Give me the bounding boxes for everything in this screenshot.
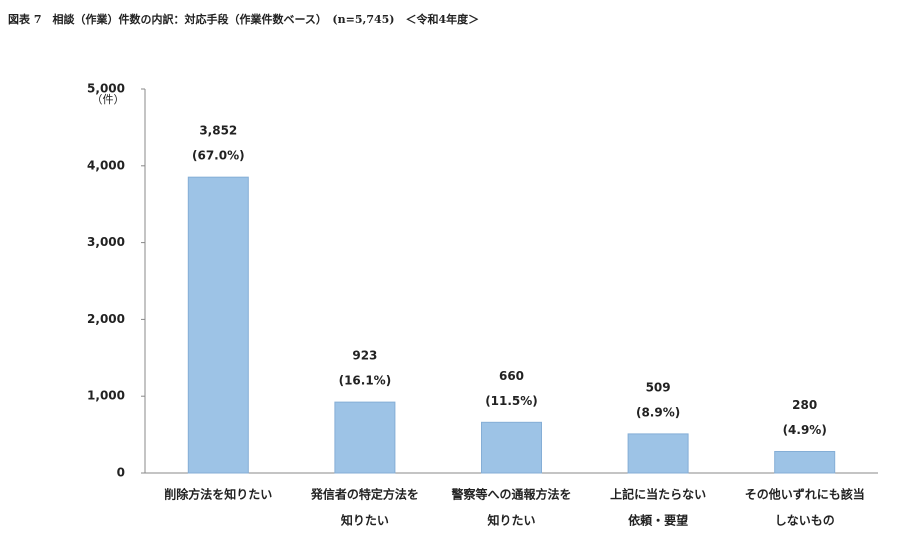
value-label: 3,852 <box>199 124 237 138</box>
x-tick-label: 警察等への通報方法を <box>450 487 571 502</box>
value-label: 280 <box>792 398 817 412</box>
x-tick-label: 上記に当たらない <box>610 487 706 502</box>
bar <box>774 450 836 474</box>
y-unit: （件） <box>92 93 125 106</box>
share-label: (11.5%) <box>485 394 538 408</box>
bar <box>334 401 396 474</box>
chart-title: 図表 7 相談（作業）件数の内訳：対応手段（作業件数ベース） (n=5,745)… <box>8 12 479 26</box>
share-label: (16.1%) <box>339 374 392 388</box>
x-tick-label: 知りたい <box>486 513 535 528</box>
bar <box>187 176 249 474</box>
y-tick-label: 1,000 <box>87 389 125 403</box>
value-label: 509 <box>646 380 671 394</box>
x-tick-label: 発信者の特定方法を <box>310 487 419 502</box>
x-tick-label: 知りたい <box>340 513 389 528</box>
share-label: (4.9%) <box>783 423 827 437</box>
bar <box>627 433 689 474</box>
y-tick-label: 2,000 <box>87 312 125 326</box>
x-tick-label: しないもの <box>775 514 835 528</box>
y-tick-label: 5,000 <box>87 82 125 96</box>
value-label: 660 <box>499 369 524 383</box>
y-tick-label: 0 <box>117 466 125 480</box>
bar <box>481 421 542 474</box>
x-tick-label: その他いずれにも該当 <box>745 487 865 502</box>
x-tick-label: 依頼・要望 <box>628 513 688 528</box>
share-label: (67.0%) <box>192 149 245 163</box>
y-tick-label: 4,000 <box>87 158 125 172</box>
value-label: 923 <box>352 349 377 363</box>
share-label: (8.9%) <box>636 405 680 419</box>
x-tick-label: 削除方法を知りたい <box>164 487 272 502</box>
y-tick-label: 3,000 <box>87 235 125 249</box>
